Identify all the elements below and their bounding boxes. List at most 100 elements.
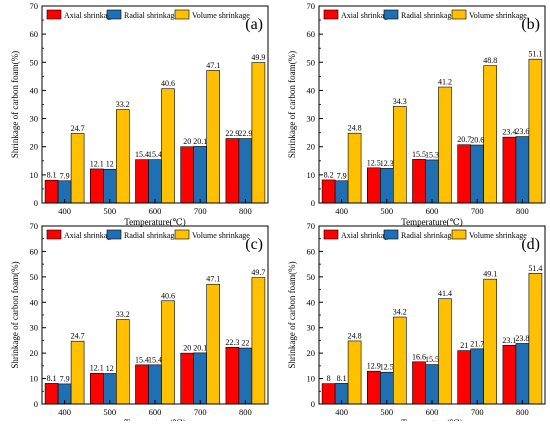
bar-volume-600 <box>438 298 452 405</box>
data-label: 23.6 <box>515 127 529 136</box>
y-tick-label: 60 <box>30 29 39 39</box>
panel-label: (a) <box>245 16 263 33</box>
x-axis-title: Temperature(℃) <box>401 217 462 227</box>
bar-axial-700 <box>457 350 472 405</box>
y-tick-label: 50 <box>30 272 39 282</box>
bar-radial-800 <box>515 343 530 405</box>
data-label: 21.7 <box>470 339 484 348</box>
bar-radial-500 <box>103 168 117 204</box>
x-tick-label: 500 <box>103 407 116 417</box>
bar-axial-500 <box>366 167 381 204</box>
x-tick-label: 500 <box>103 206 116 216</box>
legend-swatch-radial <box>106 9 122 20</box>
bar-radial-600 <box>425 364 439 405</box>
bar-radial-500 <box>103 373 117 405</box>
legend-swatch-axial <box>46 9 62 20</box>
data-label: 20 <box>183 137 191 146</box>
legend-label: Radial shrinkage <box>124 11 178 20</box>
y-tick-label: 10 <box>30 374 39 384</box>
bar-radial-600 <box>148 159 162 204</box>
data-label: 40.6 <box>161 291 175 300</box>
y-tick-label: 10 <box>307 374 316 384</box>
y-tick-label: 30 <box>30 114 39 124</box>
legend-swatch-volume <box>174 229 190 240</box>
data-label: 23.1 <box>502 336 516 345</box>
data-label: 20.7 <box>457 135 471 144</box>
data-label: 15.5 <box>412 150 426 159</box>
data-label: 7.9 <box>60 171 70 180</box>
bar-radial-600 <box>425 159 439 204</box>
x-tick-label: 800 <box>239 407 252 417</box>
bar-radial-500 <box>379 168 394 204</box>
data-label: 20.1 <box>193 343 207 352</box>
legend-label: Radial shrinkage <box>124 231 178 240</box>
y-tick-label: 20 <box>307 348 316 358</box>
data-label: 12.1 <box>90 159 104 168</box>
data-label: 24.7 <box>71 332 85 341</box>
legend-label: Axial shrinkage <box>341 231 392 240</box>
x-tick-label: 500 <box>380 407 393 417</box>
data-label: 12.3 <box>380 159 394 168</box>
data-label: 41.4 <box>438 289 452 298</box>
bar-volume-700 <box>483 65 498 204</box>
y-tick-label: 10 <box>30 170 39 180</box>
y-tick-label: 0 <box>34 198 38 208</box>
bar-axial-700 <box>180 352 194 405</box>
bar-axial-500 <box>366 370 381 405</box>
x-tick-label: 600 <box>426 206 439 216</box>
bar-radial-700 <box>193 146 207 204</box>
data-label: 12.5 <box>380 363 394 372</box>
data-label: 20.1 <box>193 137 207 146</box>
y-tick-label: 40 <box>307 85 316 95</box>
x-tick-label: 800 <box>516 407 529 417</box>
bar-axial-800 <box>502 136 517 204</box>
y-tick-label: 70 <box>307 221 316 231</box>
y-tick-label: 20 <box>30 142 39 152</box>
data-label: 22 <box>241 339 249 348</box>
y-tick-label: 20 <box>307 142 316 152</box>
data-label: 8 <box>327 374 331 383</box>
legend-label: Radial shrinkage <box>401 11 455 20</box>
chart-panel-3: 8 12.9 16.6 21 23.1 8.1 12.5 15.5 21.7 23.8 24.8 34… <box>287 221 546 426</box>
data-label: 24.8 <box>348 331 362 340</box>
bar-axial-600 <box>135 364 149 405</box>
data-label: 40.6 <box>161 79 175 88</box>
bar-axial-800 <box>502 344 517 405</box>
bar-radial-700 <box>193 352 207 405</box>
bar-axial-800 <box>225 346 240 405</box>
y-tick-label: 0 <box>311 198 315 208</box>
y-tick-label: 60 <box>307 246 316 256</box>
chart-panel-0: 8.1 12.1 15.4 20 22.9 7.9 12 15.4 20.1 22.9 24.7 33… <box>10 1 269 227</box>
data-label: 49.9 <box>251 53 265 62</box>
x-tick-label: 600 <box>426 407 439 417</box>
bar-radial-800 <box>238 347 253 405</box>
legend-label: Volume shrinkage <box>469 11 527 20</box>
data-label: 7.9 <box>337 171 347 180</box>
bar-radial-800 <box>238 138 253 204</box>
legend-swatch-radial <box>106 229 122 240</box>
bar-volume-800 <box>528 58 543 204</box>
bar-volume-500 <box>116 109 130 204</box>
legend-swatch-axial <box>46 229 62 240</box>
bar-axial-500 <box>90 372 104 405</box>
data-label: 23.4 <box>502 128 516 137</box>
bar-volume-500 <box>116 319 130 405</box>
bar-volume-600 <box>161 300 175 405</box>
legend-swatch-volume <box>451 229 467 240</box>
legend-label: Axial shrinkage <box>64 11 115 20</box>
data-label: 47.1 <box>206 275 220 284</box>
y-axis-title: Shrinkage of carbon foam(%) <box>287 261 297 368</box>
data-label: 34.2 <box>393 308 407 317</box>
data-label: 20.6 <box>470 136 484 145</box>
data-label: 48.8 <box>483 56 497 65</box>
legend-label: Volume shrinkage <box>192 231 250 240</box>
data-label: 8.1 <box>47 171 57 180</box>
data-label: 34.3 <box>393 97 407 106</box>
bar-axial-400 <box>321 383 336 405</box>
data-label: 12 <box>106 364 114 373</box>
data-label: 8.1 <box>47 374 57 383</box>
bar-axial-400 <box>44 383 59 405</box>
legend-label: Radial shrinkage <box>401 231 455 240</box>
legend-label: Volume shrinkage <box>192 11 250 20</box>
data-label: 22.3 <box>225 338 239 347</box>
